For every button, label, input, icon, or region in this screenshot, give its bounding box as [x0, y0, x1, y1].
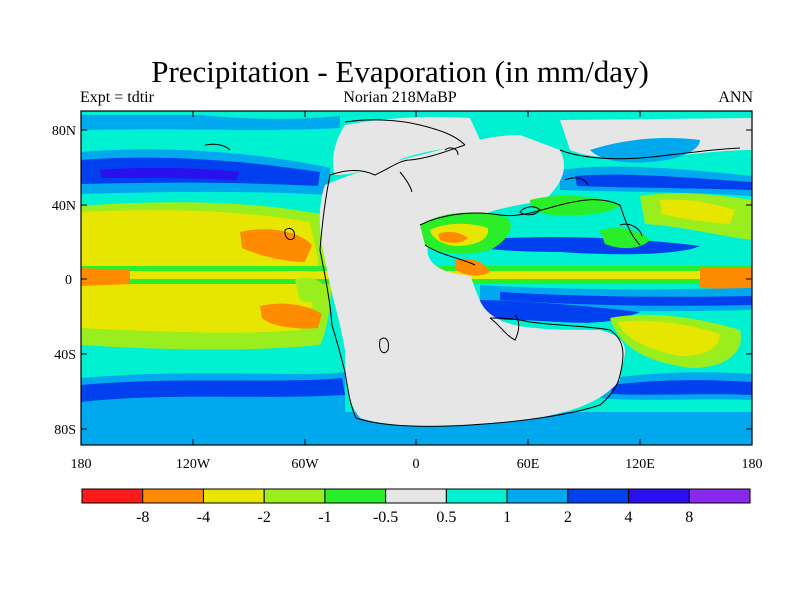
- colorbar-label: 8: [685, 509, 693, 526]
- colorbar-swatch: [324, 488, 387, 504]
- lat-label-0: 0: [65, 273, 72, 288]
- colorbar-swatch: [385, 488, 447, 504]
- lon-label-180e: 180: [742, 457, 763, 472]
- lat-label-40s: 40S: [54, 348, 76, 363]
- colorbar-label: -8: [136, 509, 149, 526]
- axis-ticks: [81, 111, 752, 445]
- colorbar-label: 1: [503, 509, 511, 526]
- lon-label-120w: 120W: [176, 457, 211, 472]
- colorbar-swatch: [688, 488, 751, 504]
- colorbar: -8 -4 -2 -1 -0.5 0.5 1 2 4 8: [81, 488, 751, 526]
- lon-label-60w: 60W: [291, 457, 319, 472]
- colorbar-swatch: [142, 488, 204, 504]
- colorbar-label: -4: [197, 509, 210, 526]
- lon-label-180w: 180: [71, 457, 92, 472]
- colorbar-label: 0.5: [436, 509, 456, 526]
- colorbar-swatch: [445, 488, 508, 504]
- colorbar-swatch: [567, 488, 630, 504]
- colorbar-label: -0.5: [373, 509, 398, 526]
- colorbar-label: -2: [258, 509, 271, 526]
- period-label: Norian 218MaBP: [343, 89, 457, 106]
- lat-label-40n: 40N: [52, 199, 76, 214]
- lon-label-120e: 120E: [625, 457, 655, 472]
- lat-label-80n: 80N: [52, 124, 76, 139]
- coastlines: [204, 119, 741, 427]
- experiment-label: Expt = tdtir: [80, 89, 154, 106]
- season-label: ANN: [718, 89, 753, 106]
- colorbar-swatch: [506, 488, 569, 504]
- colorbar-label: -1: [318, 509, 331, 526]
- map-title: Precipitation - Evaporation (in mm/day): [151, 54, 649, 89]
- precip-evap-field: [81, 111, 752, 445]
- colorbar-swatch: [81, 488, 144, 504]
- lat-label-80s: 80S: [54, 423, 76, 438]
- lon-label-60e: 60E: [517, 457, 540, 472]
- colorbar-swatch: [263, 488, 326, 504]
- lon-label-0: 0: [413, 457, 420, 472]
- colorbar-label: 4: [625, 509, 633, 526]
- colorbar-label: 2: [564, 509, 572, 526]
- colorbar-swatch: [628, 488, 690, 504]
- colorbar-swatch: [202, 488, 265, 504]
